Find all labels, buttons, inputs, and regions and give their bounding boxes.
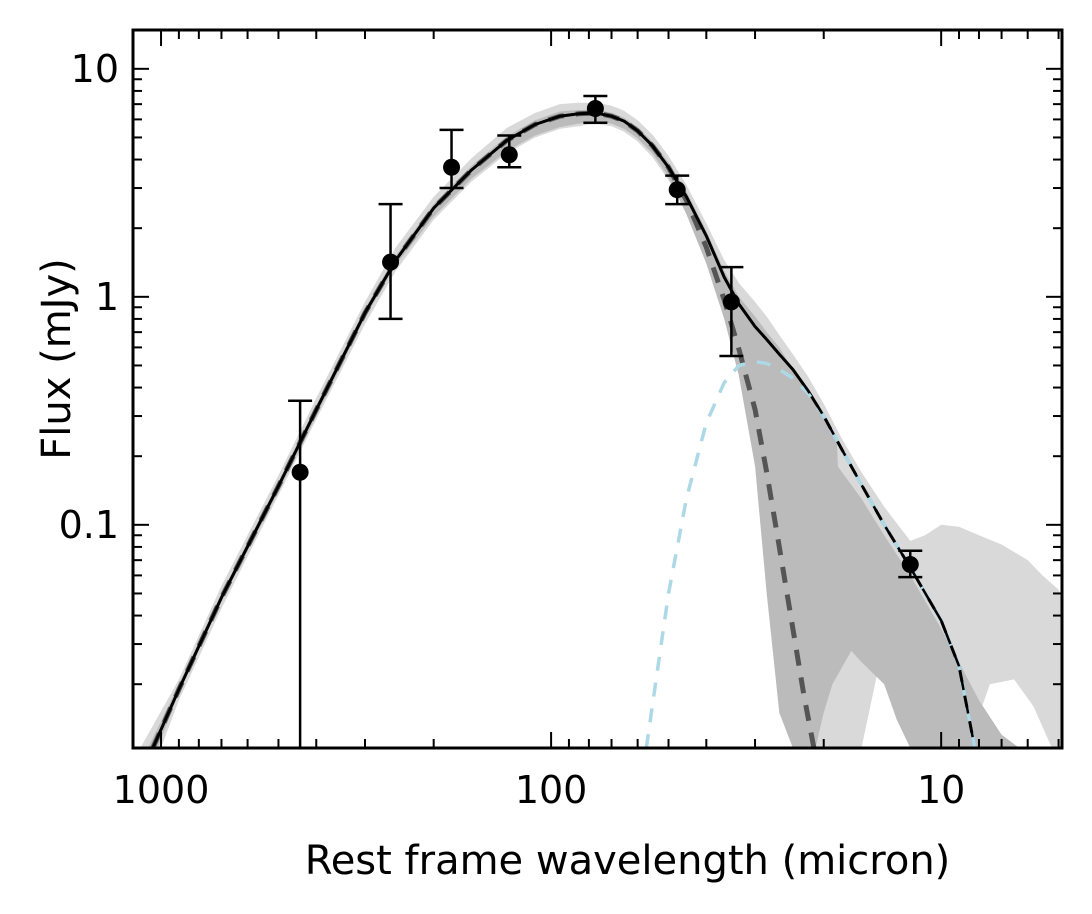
data-marker [443, 158, 461, 176]
y-tick-label: 1 [95, 275, 119, 319]
data-point-2 [378, 202, 403, 321]
plot-frame [131, 28, 1064, 750]
total-model-dash-overlay [151, 112, 977, 748]
y-axis-label: Flux (mJy) [34, 258, 80, 460]
data-marker [291, 463, 309, 481]
data-marker [586, 99, 604, 117]
data-marker [901, 555, 919, 573]
x-tick-label: 10 [917, 768, 965, 812]
inner-uncertainty-band [148, 109, 1020, 748]
data-marker [500, 146, 518, 164]
data-point-8 [898, 549, 923, 579]
cold-dust-curve [150, 110, 817, 748]
data-point-5 [583, 94, 608, 125]
data-point-6 [665, 174, 690, 206]
x-axis-label: Rest frame wavelength (micron) [305, 838, 951, 884]
x-tick-label: 1000 [113, 768, 210, 812]
data-point-3 [439, 128, 464, 190]
y-tick-label: 0.1 [59, 503, 119, 547]
data-point-1 [288, 399, 313, 748]
y-tick-label: 10 [71, 47, 119, 91]
x-tick-label: 100 [515, 768, 588, 812]
data-point-4 [497, 134, 522, 169]
data-point-7 [719, 265, 744, 358]
data-marker [668, 181, 686, 199]
plot-area [140, 94, 1062, 748]
plot-content [140, 94, 1062, 748]
data-marker [382, 253, 400, 271]
data-marker [722, 293, 740, 311]
